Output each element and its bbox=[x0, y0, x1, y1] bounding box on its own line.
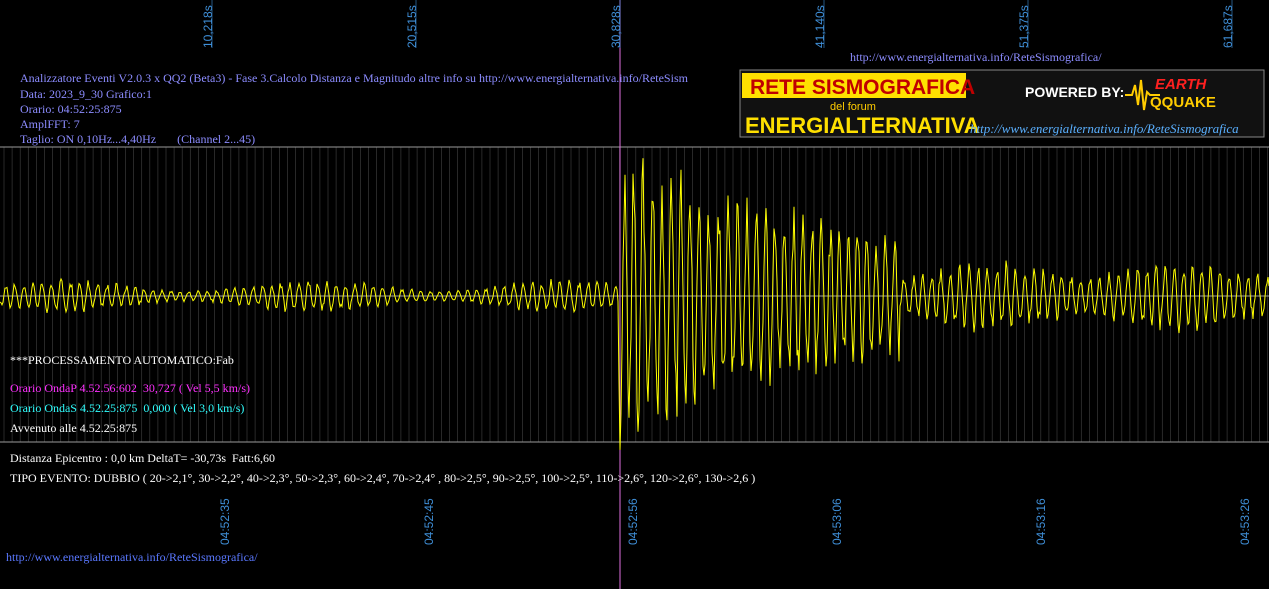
occurred: Avvenuto alle 4.52.25:875 bbox=[10, 421, 137, 435]
top-axis-label: 51,375s bbox=[1017, 5, 1031, 48]
bottom-axis-label: 04:53:26 bbox=[1238, 498, 1252, 545]
header: Analizzatore Eventi V2.0.3 x QQ2 (Beta3)… bbox=[20, 71, 689, 146]
bottom-axis-label: 04:53:06 bbox=[830, 498, 844, 545]
header-line: Taglio: ON 0,10Hz...4,40Hz (Channel 2...… bbox=[20, 132, 255, 146]
top-axis-label: 10,218s bbox=[201, 5, 215, 48]
logo-icon bbox=[1125, 79, 1160, 111]
top-axis-label: 20,515s bbox=[405, 5, 419, 48]
logo-band bbox=[742, 73, 966, 98]
header-line: Data: 2023_9_30 Grafico:1 bbox=[20, 87, 152, 101]
bottom-axis-label: 04:52:45 bbox=[422, 498, 436, 545]
time-axes: 10,218s 20,515s 30,828s 41,140s 51,375s 61,68… bbox=[201, 0, 1252, 545]
waveform bbox=[0, 158, 1269, 450]
bottom-axis-label: 04:53:16 bbox=[1034, 498, 1048, 545]
top-axis-label: 61,687s bbox=[1221, 5, 1235, 48]
bottom-url: http://www.energialternativa.info/ReteSi… bbox=[6, 550, 258, 564]
header-line: Analizzatore Eventi V2.0.3 x QQ2 (Beta3)… bbox=[20, 71, 689, 85]
logo-title: RETE SISMOGRAFICA bbox=[750, 76, 975, 99]
top-axis-label: 30,828s bbox=[609, 5, 623, 48]
bottom-axis-label: 04:52:56 bbox=[626, 498, 640, 545]
processing: ***PROCESSAMENTO AUTOMATICO:Fab bbox=[10, 353, 234, 367]
distance: Distanza Epicentro : 0,0 km DeltaT= -30,… bbox=[10, 451, 275, 465]
header-line: Orario: 04:52:25:875 bbox=[20, 102, 122, 116]
onda-p: Orario OndaP 4.52.56:602 30,727 ( Vel 5,… bbox=[10, 381, 250, 395]
logo-powered: POWERED BY: bbox=[1025, 84, 1124, 100]
logo-brand-top: EARTH bbox=[1155, 76, 1208, 93]
logo: RETE SISMOGRAFICA del forum ENERGIALTERN… bbox=[739, 69, 1265, 138]
top-axis-label: 41,140s bbox=[813, 5, 827, 48]
logo-url: http://www.energialternativa.info/ReteSi… bbox=[970, 121, 1239, 136]
bottom-axis-label: 04:52:35 bbox=[218, 498, 232, 545]
logo-name: ENERGIALTERNATIVA bbox=[745, 113, 980, 138]
grid bbox=[3, 147, 1268, 442]
onda-s: Orario OndaS 4.52.25:875 0,000 ( Vel 3,0… bbox=[10, 401, 244, 415]
logo-brand-bottom: QQUAKE bbox=[1150, 94, 1216, 111]
top-url: http://www.energialternativa.info/ReteSi… bbox=[850, 50, 1102, 64]
event-type: TIPO EVENTO: DUBBIO ( 20->2,1°, 30->2,2°… bbox=[10, 471, 755, 485]
logo-subtitle: del forum bbox=[830, 101, 876, 113]
header-line: AmplFFT: 7 bbox=[20, 117, 80, 131]
